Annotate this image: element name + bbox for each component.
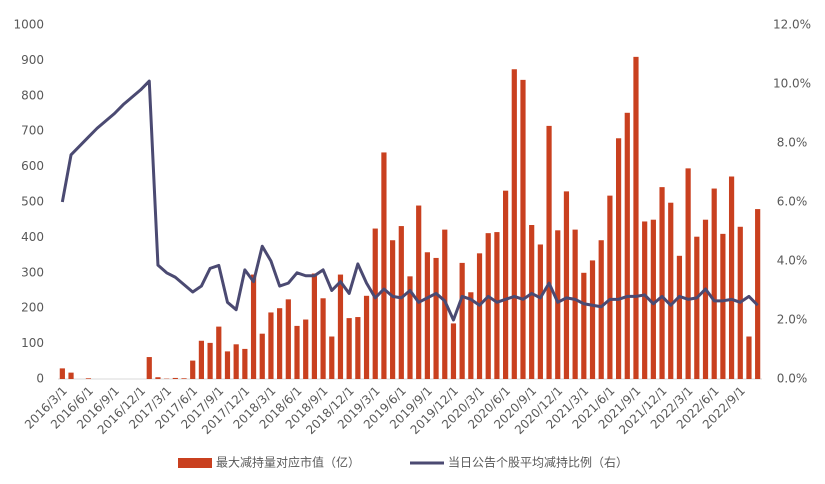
bar (294, 326, 299, 379)
bar (381, 152, 386, 379)
bar (416, 206, 421, 379)
y2-tick-label: 6.0% (777, 195, 808, 209)
bar (338, 275, 343, 379)
bar (277, 308, 282, 379)
bar (746, 337, 751, 379)
bar (190, 361, 195, 379)
bar (703, 220, 708, 379)
bar (155, 377, 160, 379)
bar (355, 317, 360, 379)
bar (303, 320, 308, 379)
bar (555, 230, 560, 379)
bar (546, 126, 551, 379)
bar (729, 177, 734, 379)
y2-tick-label: 10.0% (773, 77, 811, 91)
bar (686, 168, 691, 379)
bar (268, 312, 273, 379)
y-tick-label: 100 (21, 336, 44, 350)
y2-tick-label: 2.0% (777, 313, 808, 327)
bar (312, 274, 317, 379)
bar (468, 292, 473, 379)
bar (694, 237, 699, 379)
y2-tick-label: 12.0% (773, 18, 811, 32)
bar (599, 240, 604, 379)
bar (581, 273, 586, 379)
bar (494, 232, 499, 379)
bar (460, 263, 465, 379)
y-tick-label: 600 (21, 159, 44, 173)
bar (538, 244, 543, 379)
bar (451, 323, 456, 379)
bar (616, 138, 621, 379)
y-tick-label: 900 (21, 53, 44, 67)
bar (147, 357, 152, 379)
bar (590, 260, 595, 379)
bar (668, 203, 673, 379)
bar (86, 378, 91, 379)
bar (399, 226, 404, 379)
bar (433, 258, 438, 379)
bar (659, 187, 664, 379)
y2-tick-label: 8.0% (777, 136, 808, 150)
bar (425, 252, 430, 379)
bar (529, 225, 534, 379)
y2-tick-label: 0.0% (777, 372, 808, 386)
bar (573, 230, 578, 379)
bar (286, 299, 291, 379)
bar (251, 275, 256, 379)
y-tick-label: 700 (21, 124, 44, 138)
bar (242, 349, 247, 379)
bar (234, 344, 239, 379)
bar (712, 189, 717, 379)
bar (477, 253, 482, 379)
bar (564, 191, 569, 379)
y2-tick-label: 4.0% (777, 254, 808, 268)
y-tick-label: 0 (36, 372, 44, 386)
bar (364, 296, 369, 379)
bar (755, 209, 760, 379)
bar (390, 240, 395, 379)
bar (260, 334, 265, 379)
bar (520, 80, 525, 379)
bar (607, 196, 612, 379)
bar (216, 327, 221, 379)
bar (60, 368, 65, 379)
bar (512, 69, 517, 379)
bar (633, 57, 638, 379)
bar (68, 373, 73, 379)
bar (642, 221, 647, 379)
y-tick-label: 500 (21, 195, 44, 209)
bar (199, 341, 204, 379)
y-tick-label: 400 (21, 230, 44, 244)
bar (625, 113, 630, 379)
bar (173, 378, 178, 379)
bar (677, 256, 682, 379)
bar (503, 191, 508, 379)
bar (347, 318, 352, 379)
y-tick-label: 300 (21, 265, 44, 279)
bar (651, 220, 656, 379)
y-tick-label: 1000 (13, 18, 44, 32)
bar (181, 378, 186, 379)
bar (320, 298, 325, 379)
y-tick-label: 200 (21, 301, 44, 315)
bar (720, 234, 725, 379)
bar (207, 343, 212, 379)
legend-label: 当日公告个股平均减持比例（右） (448, 455, 628, 470)
y-tick-label: 800 (21, 88, 44, 102)
bar (225, 351, 230, 379)
legend-label: 最大减持量对应市值（亿） (216, 455, 360, 470)
legend-swatch (178, 458, 212, 468)
bar (329, 337, 334, 379)
bar (486, 233, 491, 379)
bar (373, 229, 378, 379)
